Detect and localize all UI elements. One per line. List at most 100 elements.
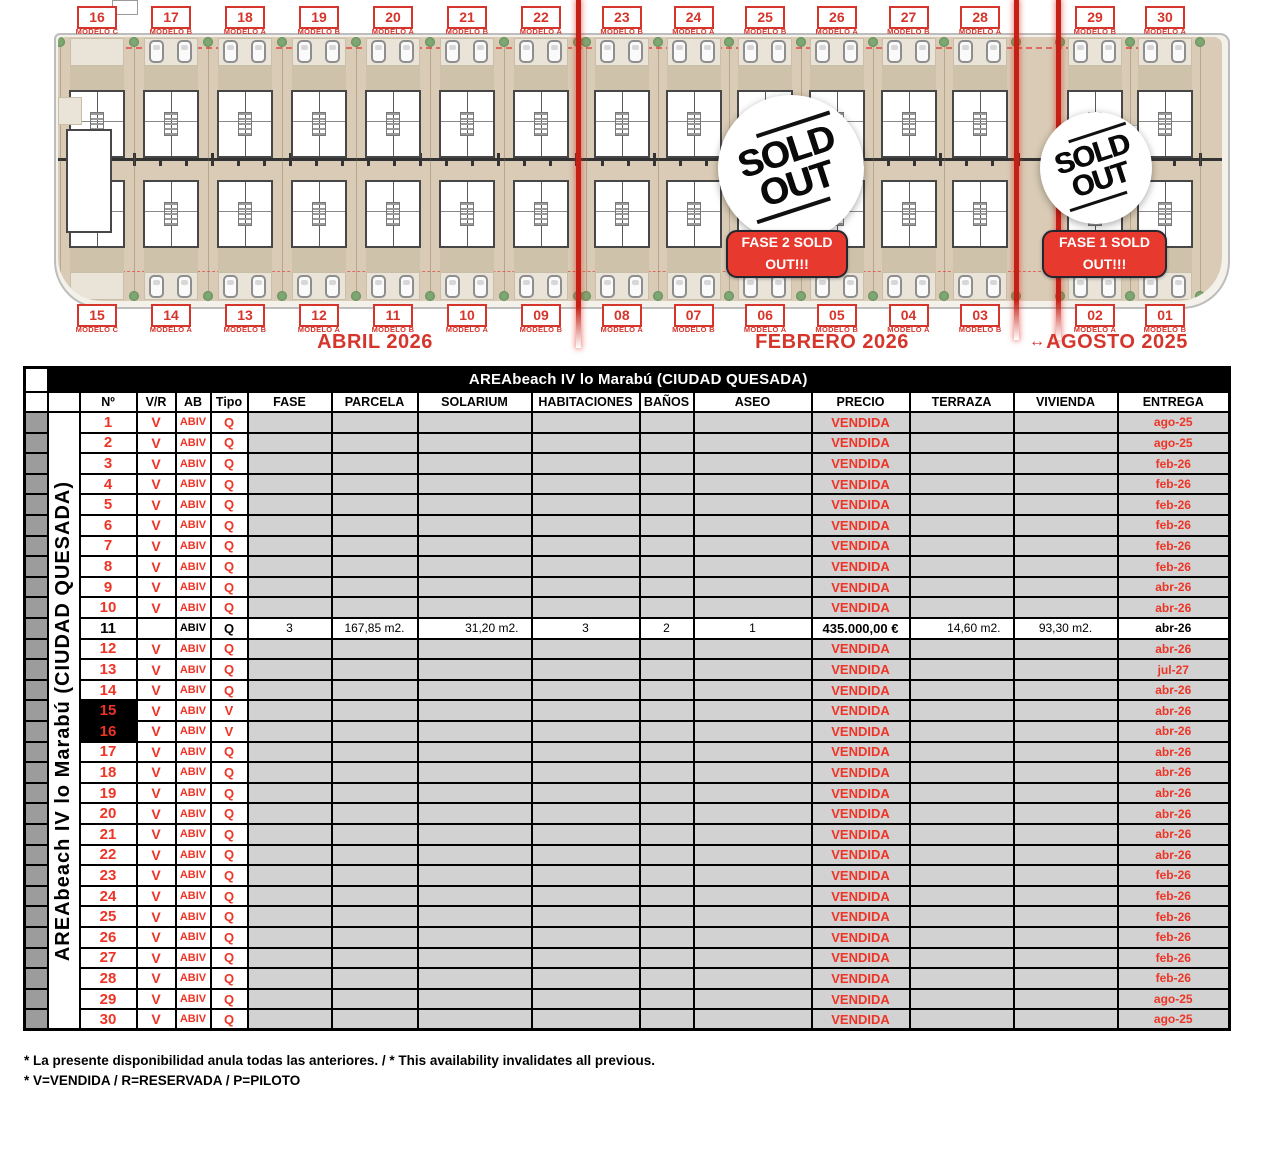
plot-separator	[586, 39, 587, 299]
car-icon	[297, 275, 312, 298]
cell-parcela	[330, 946, 419, 970]
plot-model-label: MODELO A	[1073, 325, 1117, 334]
car-icon	[958, 40, 974, 63]
plot-model-label: MODELO A	[519, 27, 563, 36]
cell-tipo: Q	[209, 534, 249, 558]
cell-tipo: Q	[209, 740, 249, 764]
cell-parcela	[330, 534, 419, 558]
site-plan: ↔ ABRIL 2026 FEBRERO 2026 AGOSTO 2025 SO…	[0, 0, 1264, 360]
column-header: BAÑOS	[638, 390, 695, 414]
bush-icon	[58, 291, 65, 301]
bush-icon	[351, 37, 361, 47]
cell-aseo	[692, 411, 813, 434]
car-icon	[886, 40, 902, 63]
cell-numero: 22	[78, 843, 138, 867]
plot-separator	[356, 39, 357, 299]
cell-terraza	[908, 905, 1015, 928]
cell-tipo: Q	[209, 555, 249, 578]
cell-ab: ABIV	[174, 822, 212, 846]
plot-model-label: MODELO A	[600, 325, 644, 334]
car-icon	[547, 275, 562, 298]
cell-parcela	[330, 431, 419, 455]
cell-aseo	[692, 822, 813, 846]
cell-habitaciones	[530, 822, 641, 846]
cell-tipo: Q	[209, 596, 249, 620]
section-date-febrero: FEBRERO 2026	[755, 331, 909, 353]
cell-tipo: Q	[209, 431, 249, 455]
table-title: AREAbeach IV lo Marabú (CIUDAD QUESADA)	[46, 366, 1231, 393]
cell-vivienda	[1012, 967, 1119, 990]
bush-icon	[581, 291, 591, 301]
cell-tipo: Q	[209, 761, 249, 784]
plot-model-label: MODELO A	[149, 325, 193, 334]
table-row: 23 V ABIV Q VENDIDA feb-26	[23, 864, 1231, 887]
plot-model-label: MODELO A	[223, 27, 267, 36]
car-icon	[519, 40, 534, 63]
cell-banos	[638, 411, 695, 434]
corner-garage	[58, 97, 82, 125]
plot-model-label: MODELO B	[519, 325, 563, 334]
car-icon	[177, 40, 192, 63]
cell-ab: ABIV	[174, 534, 212, 558]
phase-divider-line	[1014, 0, 1019, 340]
cell-solarium	[416, 431, 533, 455]
left-strip-cell	[23, 514, 49, 537]
cell-fase	[246, 699, 333, 722]
cell-precio: VENDIDA	[810, 596, 911, 620]
cell-terraza	[908, 884, 1015, 908]
cell-precio: VENDIDA	[810, 1008, 911, 1031]
cell-banos	[638, 493, 695, 517]
car-icon	[842, 40, 858, 63]
vertical-title: AREAbeach IV lo Marabú (CIUDAD QUESADA)	[52, 480, 74, 961]
cell-numero: 28	[78, 967, 138, 990]
staircase	[614, 112, 629, 136]
cell-banos	[638, 822, 695, 846]
table-row: 8 V ABIV Q VENDIDA feb-26	[23, 555, 1231, 578]
cell-vr: V	[135, 596, 177, 620]
cell-entrega: abr-26	[1116, 843, 1231, 867]
cell-parcela	[330, 781, 419, 805]
cell-parcela	[330, 452, 419, 475]
cell-precio: VENDIDA	[810, 493, 911, 517]
cell-vivienda	[1012, 946, 1119, 970]
plot-number-badge: 14	[151, 304, 191, 327]
footnote-legend: * V=VENDIDA / R=RESERVADA / P=PILOTO	[24, 1072, 301, 1088]
cell-tipo: Q	[209, 452, 249, 475]
bush-icon	[939, 37, 950, 47]
cell-tipo: Q	[209, 843, 249, 867]
cell-banos	[638, 452, 695, 475]
cell-solarium	[416, 781, 533, 805]
cell-parcela	[330, 678, 419, 702]
cell-aseo	[692, 493, 813, 517]
cell-tipo: Q	[209, 987, 249, 1011]
cell-solarium	[416, 452, 533, 475]
table-row: 12 V ABIV Q VENDIDA abr-26	[23, 637, 1231, 661]
plot-number-badge: 25	[745, 6, 786, 29]
column-header: FASE	[246, 390, 333, 414]
left-strip-cell	[23, 678, 49, 702]
cell-ab: ABIV	[174, 617, 212, 640]
car-icon	[743, 275, 759, 298]
cell-terraza	[908, 699, 1015, 722]
plot-number-badge: 17	[151, 6, 191, 29]
plot-number-badge: 03	[960, 304, 1001, 327]
cell-aseo	[692, 720, 813, 743]
car-icon	[251, 40, 266, 63]
fase-1-sold-out-banner: FASE 1 SOLD OUT!!!	[1042, 230, 1167, 278]
car-icon	[473, 40, 488, 63]
terrace	[953, 248, 1008, 272]
car-icon	[445, 275, 460, 298]
left-strip-cell	[23, 720, 49, 743]
cell-terraza	[908, 843, 1015, 867]
bush-icon	[724, 37, 735, 47]
cell-fase	[246, 431, 333, 455]
car-icon	[627, 275, 643, 298]
car-icon	[771, 275, 787, 298]
cell-ab: ABIV	[174, 864, 212, 887]
cell-fase	[246, 596, 333, 620]
cell-ab: ABIV	[174, 925, 212, 949]
plot-model-label: MODELO B	[600, 27, 644, 36]
cell-terraza	[908, 678, 1015, 702]
left-strip-cell	[23, 555, 49, 578]
